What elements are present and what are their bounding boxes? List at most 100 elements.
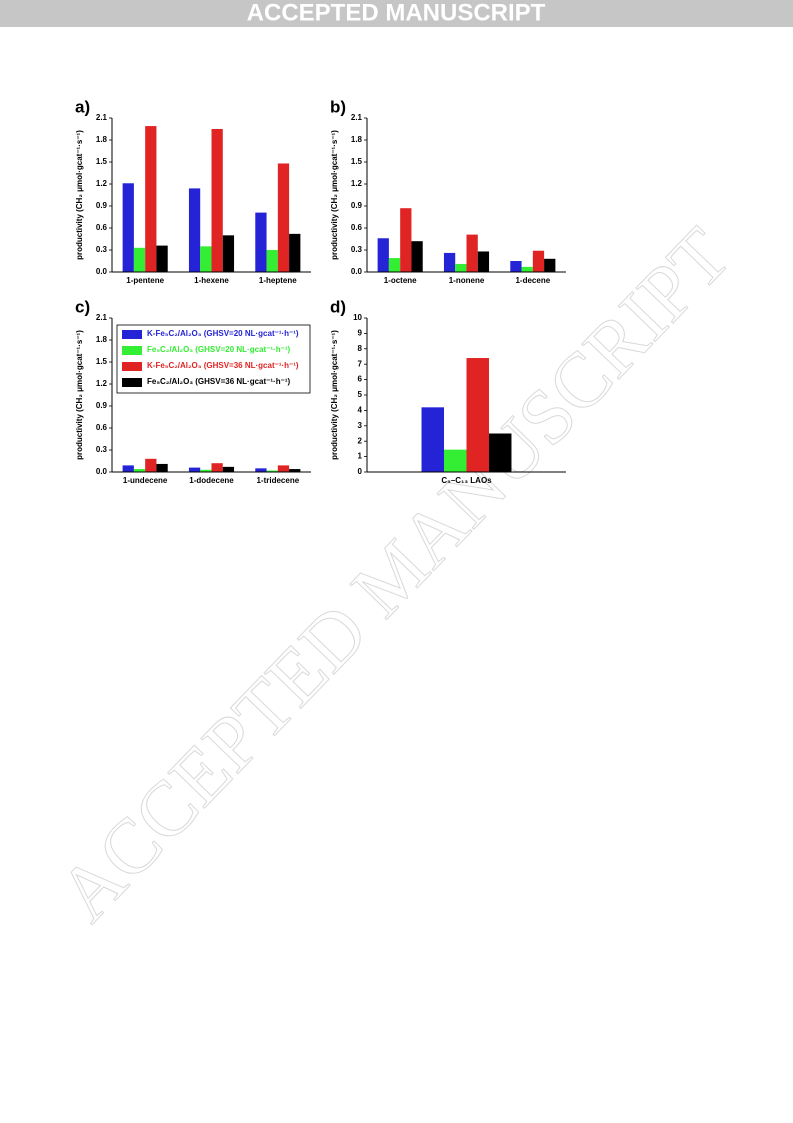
legend-label: K-Fe₅C₂/Al₂O₃ (GHSV=20 NL·gcat⁻¹·h⁻¹): [147, 329, 299, 338]
header-text: ACCEPTED MANUSCRIPT: [247, 0, 546, 26]
bar: [156, 463, 168, 472]
y-tick-label: 3: [358, 421, 363, 430]
bar: [200, 246, 212, 272]
panel-label: a): [75, 97, 90, 116]
y-tick-label: 1.2: [96, 179, 108, 188]
bar: [443, 252, 456, 272]
bar: [200, 469, 212, 472]
y-tick-label: 4: [358, 406, 363, 415]
bar: [488, 433, 512, 472]
y-tick-label: 0.3: [96, 245, 108, 254]
y-tick-label: 0.9: [351, 201, 363, 210]
y-tick-label: 0.0: [351, 267, 363, 276]
bar: [277, 465, 290, 472]
y-tick-label: 1.8: [96, 335, 108, 344]
y-tick-label: 0.9: [96, 201, 108, 210]
bar: [411, 241, 423, 272]
y-tick-label: 1.2: [351, 179, 363, 188]
y-tick-label: 1.5: [351, 157, 363, 166]
y-tick-label: 8: [358, 344, 363, 353]
legend-label: Fe₅C₂/Al₂O₃ (GHSV=36 NL·gcat⁻¹·h⁻¹): [147, 377, 290, 386]
bar: [388, 258, 401, 272]
x-tick-label: 1-tridecene: [256, 476, 299, 485]
bar: [277, 163, 290, 272]
x-tick-label: 1-hexene: [194, 276, 229, 285]
x-tick-label: 1-heptene: [259, 276, 297, 285]
y-tick-label: 9: [358, 329, 363, 338]
bar: [466, 234, 478, 272]
bar: [122, 183, 134, 272]
y-tick-label: 0.9: [96, 401, 108, 410]
bar: [466, 358, 489, 472]
panel-label: c): [75, 297, 90, 316]
y-axis-label: productivity (CH₂ μmol·gcat⁻¹·s⁻¹): [75, 330, 84, 460]
y-tick-label: 2.1: [351, 113, 363, 122]
bar: [211, 129, 223, 272]
bar: [289, 469, 301, 472]
y-axis-label: productivity (CH₂ μmol·gcat⁻¹·s⁻¹): [75, 130, 84, 260]
bar: [255, 468, 267, 472]
bar: [145, 126, 157, 272]
bar: [444, 449, 467, 472]
x-tick-label: 1-pentene: [126, 276, 164, 285]
x-tick-label: 1-nonene: [449, 276, 485, 285]
legend-label: K-Fe₅C₂/Al₂O₃ (GHSV=36 NL·gcat⁻¹·h⁻¹): [147, 361, 299, 370]
y-tick-label: 1: [358, 452, 363, 461]
x-tick-label: C₅–C₁₃ LAOs: [441, 476, 492, 485]
panel-label: b): [330, 97, 346, 116]
bar: [400, 208, 412, 272]
bar: [455, 263, 467, 272]
bar: [145, 458, 157, 472]
x-tick-label: 1-undecene: [123, 476, 168, 485]
y-tick-label: 0.6: [96, 223, 108, 232]
legend-swatch: [122, 346, 142, 355]
y-tick-label: 1.2: [96, 379, 108, 388]
y-tick-label: 1.8: [351, 135, 363, 144]
legend-box: [116, 324, 311, 394]
bar: [289, 233, 301, 272]
bar: [521, 266, 533, 272]
bar: [266, 250, 278, 272]
y-axis-label: productivity (CH₂ μmol·gcat⁻¹·s⁻¹): [330, 130, 339, 260]
y-tick-label: 6: [358, 375, 363, 384]
bar: [255, 212, 267, 272]
bar: [211, 463, 223, 472]
y-tick-label: 2: [358, 436, 363, 445]
bar: [421, 407, 445, 472]
bar: [133, 469, 146, 472]
bar: [266, 470, 278, 472]
y-tick-label: 1.5: [96, 357, 108, 366]
y-tick-label: 7: [358, 359, 363, 368]
y-tick-label: 2.1: [96, 313, 108, 322]
legend-swatch: [122, 378, 142, 387]
x-tick-label: 1-octene: [384, 276, 417, 285]
y-axis-label: productivity (CH₂ μmol·gcat⁻¹·s⁻¹): [330, 330, 339, 460]
y-tick-label: 0: [358, 467, 363, 476]
x-tick-label: 1-decene: [515, 276, 550, 285]
bar: [188, 467, 201, 472]
legend-swatch: [122, 330, 142, 339]
header-bar: [0, 0, 793, 27]
y-tick-label: 10: [353, 313, 362, 322]
y-tick-label: 5: [358, 390, 363, 399]
watermark: ACCEPTED MANUSCRIPT: [41, 211, 746, 937]
bar: [122, 465, 134, 472]
bar: [133, 247, 146, 272]
bar: [477, 251, 490, 272]
y-tick-label: 1.5: [96, 157, 108, 166]
y-tick-label: 0.3: [96, 445, 108, 454]
y-tick-label: 0.6: [351, 223, 363, 232]
bar: [510, 261, 522, 272]
y-tick-label: 1.8: [96, 135, 108, 144]
x-tick-label: 1-dodecene: [189, 476, 234, 485]
bar: [222, 466, 235, 472]
legend-swatch: [122, 362, 142, 371]
y-tick-label: 0.0: [96, 267, 108, 276]
y-tick-label: 2.1: [96, 113, 108, 122]
bar: [377, 238, 389, 272]
bar: [544, 258, 556, 272]
y-tick-label: 0.0: [96, 467, 108, 476]
bar: [222, 235, 235, 272]
bar: [156, 245, 168, 272]
